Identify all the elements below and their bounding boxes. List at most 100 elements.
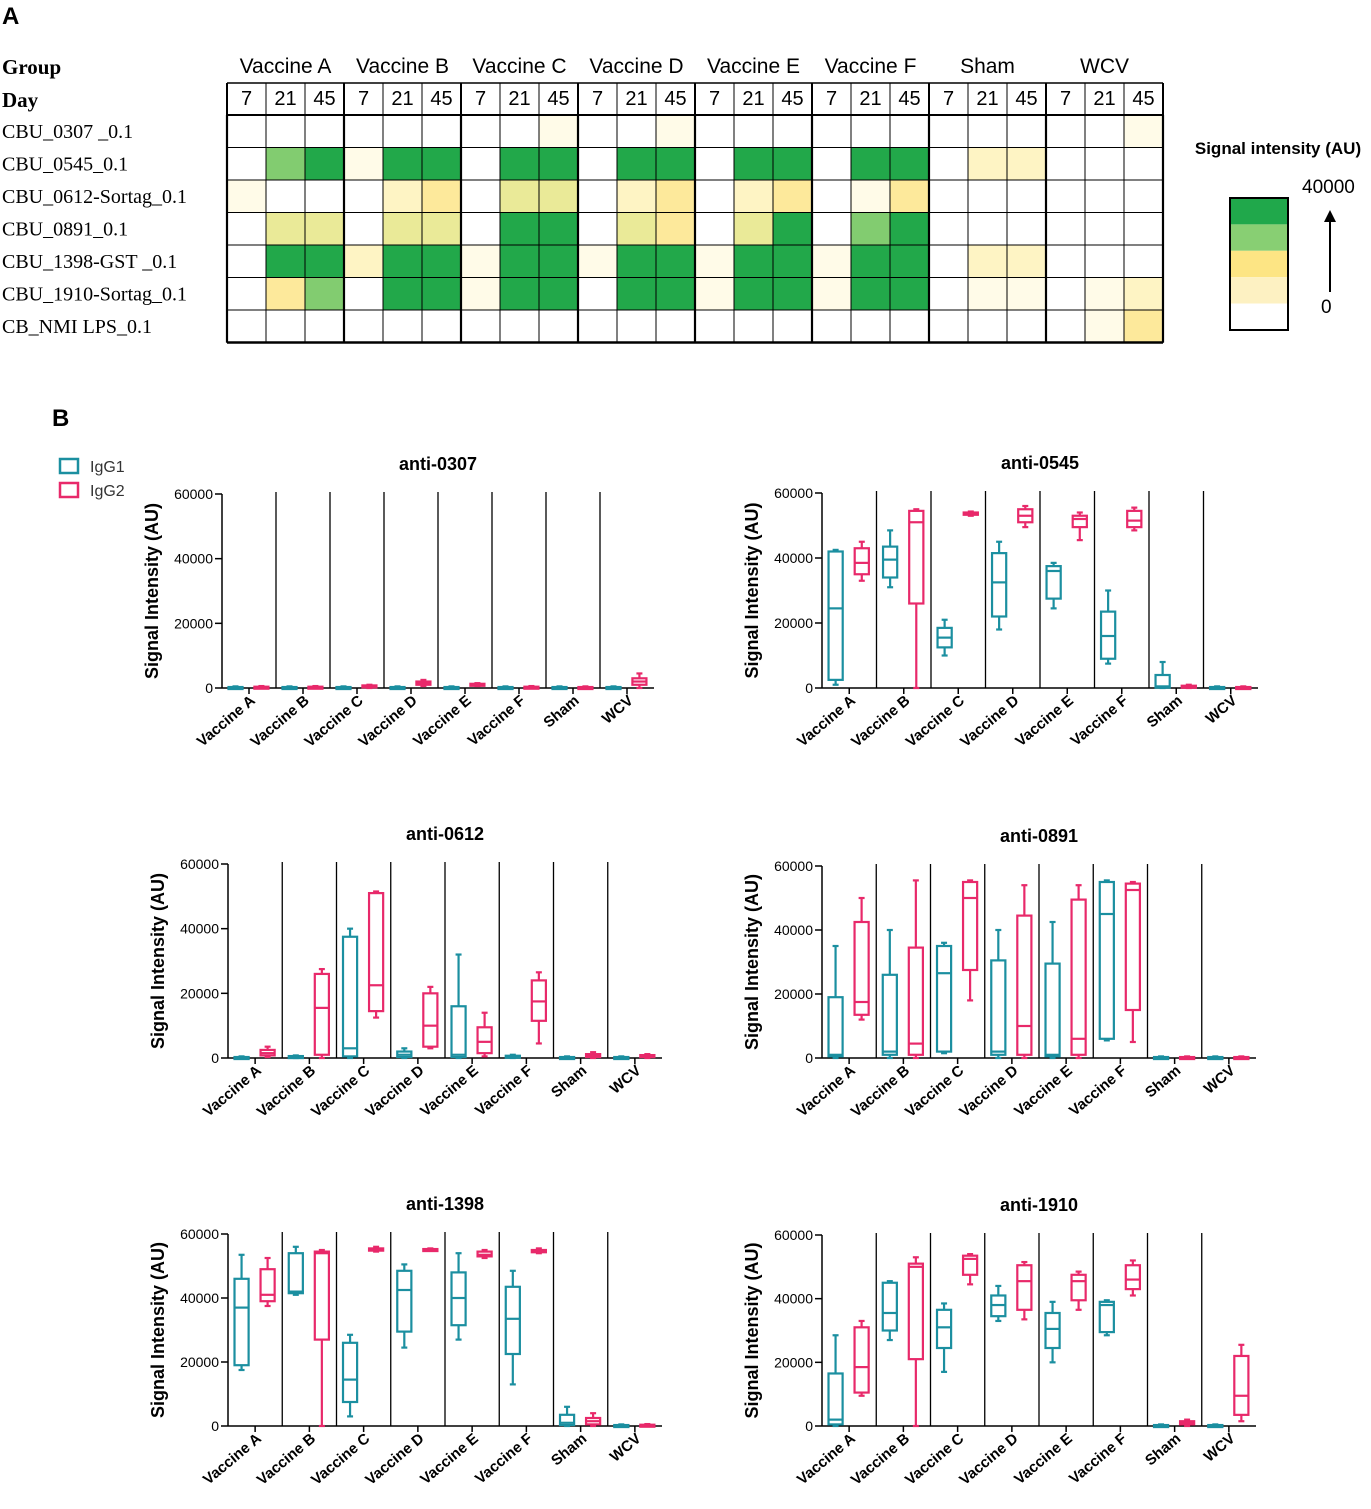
heatmap-day-label: 21 <box>508 88 530 110</box>
igg1-box-vaccine-a <box>827 1334 844 1428</box>
igg1-box-vaccine-e <box>1044 1300 1061 1364</box>
heatmap-cell <box>499 244 540 278</box>
box-iqr <box>853 920 870 1016</box>
heatmap-cell <box>265 277 306 311</box>
igg2-box-vaccine-a <box>259 1256 276 1308</box>
igg2-box-vaccine-d <box>1016 1260 1033 1321</box>
igg2-box-vaccine-b <box>313 1248 331 1428</box>
heatmap-cell <box>1045 309 1086 343</box>
igg2-box-sham <box>1178 1055 1196 1061</box>
box-iqr <box>367 891 385 1013</box>
heatmap-cell <box>850 179 891 213</box>
box-iqr <box>1124 882 1142 1012</box>
igg1-box-sham <box>1154 660 1171 690</box>
x-tick-label: Vaccine F <box>472 1430 536 1488</box>
heatmap-group-vaccine-c: Vaccine C <box>472 55 566 78</box>
heatmap-cell <box>772 147 813 181</box>
igg1-box-vaccine-a <box>827 548 844 686</box>
box-iqr <box>935 1308 953 1350</box>
heatmap-cell <box>265 114 306 148</box>
x-tick-label: Vaccine B <box>254 1430 319 1489</box>
heatmap-cell <box>889 212 930 246</box>
y-tick-label: 20000 <box>774 615 813 631</box>
heatmap-cell <box>226 147 267 181</box>
x-tick-label: WCV <box>599 692 637 728</box>
igg1-box-vaccine-d <box>990 928 1007 1060</box>
igg2-box-vaccine-a <box>853 540 870 582</box>
boxplot-anti-1398: anti-1398 0 20000 40000 60000 Signal Intensit… <box>148 1194 662 1489</box>
heatmap-cell <box>616 277 657 311</box>
igg2-box-vaccine-b <box>313 967 331 1060</box>
heatmap-cell <box>265 309 306 343</box>
heatmap-cell <box>928 114 969 148</box>
day-row-header: Day <box>2 88 39 112</box>
heatmap-cell <box>265 179 306 213</box>
heatmap-cell <box>694 277 735 311</box>
igg2-box-vaccine-e <box>1071 511 1088 542</box>
heatmap-cell <box>655 179 696 213</box>
y-tick-label: 0 <box>805 1418 813 1434</box>
igg2-box-vaccine-c <box>962 510 979 517</box>
heatmap-cell <box>538 244 579 278</box>
heatmap-day-label: 21 <box>859 88 881 110</box>
igg2-box-sham <box>1178 1418 1196 1428</box>
box-iqr <box>908 509 925 605</box>
heatmap-cell <box>577 179 618 213</box>
box-iqr <box>1124 1264 1142 1291</box>
y-axis-label: Signal Intensity (AU) <box>742 1242 762 1418</box>
heatmap-cell <box>889 309 930 343</box>
heatmap-cell <box>850 147 891 181</box>
heatmap-day-label: 7 <box>709 88 720 110</box>
box-iqr <box>881 973 898 1056</box>
x-tick-label: Vaccine A <box>200 1430 265 1488</box>
igg1-box-sham <box>1152 1423 1170 1429</box>
heatmap-cell <box>421 212 462 246</box>
box-iqr <box>476 1026 493 1055</box>
igg2-box-sham <box>584 1412 602 1428</box>
heatmap-cell <box>1123 309 1164 343</box>
heatmap-cell <box>772 114 813 148</box>
x-tick-label: Sham <box>1142 1062 1184 1101</box>
igg1-box-vaccine-a <box>233 1055 250 1061</box>
heatmap-cell <box>811 309 852 343</box>
y-axis-label: Signal Intensity (AU) <box>742 502 762 678</box>
box-iqr <box>558 1413 576 1427</box>
heatmap-cell <box>226 114 267 148</box>
heatmap-cell <box>460 114 501 148</box>
igg2-box-vaccine-b <box>307 684 324 690</box>
panel-b-label: B <box>52 405 69 432</box>
heatmap-cell <box>889 114 930 148</box>
heatmap-cell <box>811 244 852 278</box>
legend-swatch <box>1230 303 1288 330</box>
box-iqr <box>1098 880 1115 1040</box>
x-tick-label: Vaccine A <box>200 1062 265 1120</box>
heatmap-day-label: 7 <box>358 88 369 110</box>
box-iqr <box>1016 914 1033 1056</box>
x-tick-label: Vaccine F <box>1066 1430 1130 1488</box>
igg1-box-vaccine-b <box>881 529 899 589</box>
heatmap-cell <box>850 244 891 278</box>
igg1-box-vaccine-f <box>497 685 514 691</box>
igg2-box-vaccine-e <box>476 1248 493 1260</box>
x-tick-label: Vaccine A <box>794 692 859 750</box>
legend-swatch <box>1230 250 1288 278</box>
heatmap-cell <box>382 309 423 343</box>
heatmap-cell <box>811 277 852 311</box>
igg1-box-vaccine-d <box>396 1263 413 1349</box>
heatmap-cell <box>1084 244 1125 278</box>
boxplot-anti-0545: anti-0545 0 20000 40000 60000 Signal Intensit… <box>742 453 1258 751</box>
igg2-box-vaccine-e <box>476 1011 493 1058</box>
heatmap-cell <box>772 277 813 311</box>
heatmap-day-label: 45 <box>781 88 803 110</box>
igg1-box-wcv <box>1207 1055 1224 1061</box>
igg1-box-vaccine-f <box>1098 879 1115 1042</box>
heatmap-day-label: 21 <box>274 88 296 110</box>
legend-max-label: 40000 <box>1302 177 1355 198</box>
heatmap-day-label: 7 <box>241 88 252 110</box>
heatmap-day-label: 7 <box>826 88 837 110</box>
heatmap-cell <box>733 277 774 311</box>
box-iqr <box>1126 509 1143 529</box>
x-tick-label: Vaccine E <box>417 1062 482 1120</box>
box-iqr <box>881 545 899 579</box>
igg2-box-vaccine-d <box>422 1247 439 1253</box>
